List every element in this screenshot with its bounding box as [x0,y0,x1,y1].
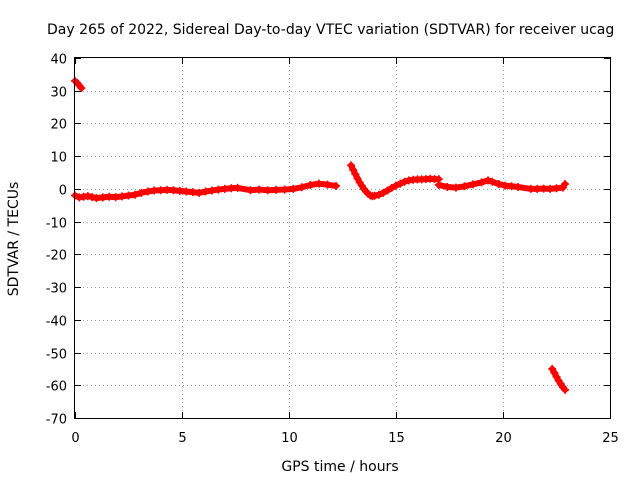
x-tick-label: 25 [602,431,619,446]
y-tick-label: -10 [46,217,67,232]
data-point [561,180,570,188]
x-axis-label: GPS time / hours [281,459,398,475]
y-tick-label: -20 [46,249,67,264]
y-tick-label: -40 [46,315,67,330]
grid-lines [75,58,610,418]
y-tick-label: -50 [46,348,67,363]
y-tick-label: 0 [59,184,67,199]
x-tick-label: 15 [388,431,405,446]
y-tick-label: -60 [46,380,67,395]
data-point [332,181,341,190]
y-tick-label: -70 [46,413,67,428]
x-tick-label: 5 [178,431,186,446]
y-tick-label: 10 [50,151,67,166]
data-point [77,84,86,93]
y-tick-label: 30 [50,86,67,101]
plot-frame [74,57,611,419]
data-points [71,76,570,394]
y-tick-label: -30 [46,282,67,297]
x-tick-label: 10 [281,431,298,446]
data-point [561,385,570,394]
x-tick-label: 20 [495,431,512,446]
y-tick-label: 20 [50,118,67,133]
y-axis-label: SDTVAR / TECUs [6,182,22,297]
x-tick-label: 0 [71,431,79,446]
chart-title: Day 265 of 2022, Sidereal Day-to-day VTE… [47,22,614,38]
axis-ticks: -70 -60 -50 -40 -30 -20 -10 0 10 20 30 40 0 5 10 15 20 25 [46,53,619,447]
y-tick-label: 40 [50,53,67,68]
